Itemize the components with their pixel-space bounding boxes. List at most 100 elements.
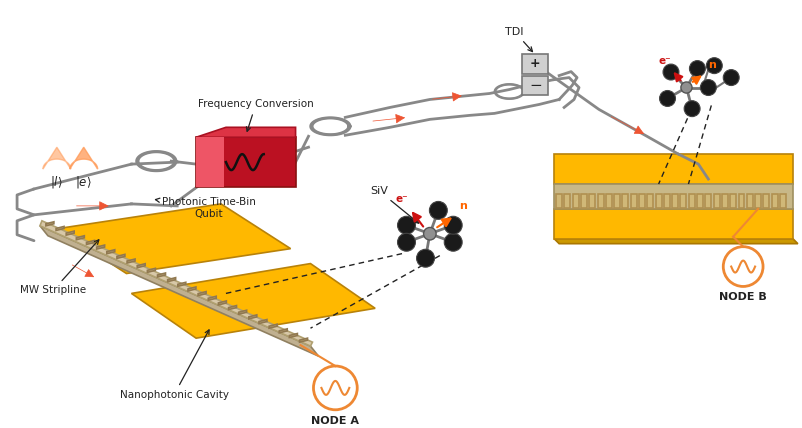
Circle shape <box>444 233 462 251</box>
Polygon shape <box>679 194 686 208</box>
Polygon shape <box>553 184 792 209</box>
Text: $|l\rangle$: $|l\rangle$ <box>51 174 63 190</box>
Circle shape <box>680 82 691 93</box>
Polygon shape <box>117 254 125 259</box>
Circle shape <box>397 216 415 234</box>
Text: n: n <box>707 59 715 70</box>
Polygon shape <box>188 287 196 291</box>
Text: $|e\rangle$: $|e\rangle$ <box>75 174 92 190</box>
Polygon shape <box>87 241 95 244</box>
Polygon shape <box>157 273 165 277</box>
Polygon shape <box>704 194 711 208</box>
Polygon shape <box>57 204 290 273</box>
Polygon shape <box>198 291 206 296</box>
Polygon shape <box>622 194 628 208</box>
Polygon shape <box>76 236 84 240</box>
Circle shape <box>706 58 721 74</box>
Polygon shape <box>177 282 185 286</box>
Polygon shape <box>229 306 237 309</box>
Polygon shape <box>654 194 661 208</box>
Text: Nanophotonic Cavity: Nanophotonic Cavity <box>119 330 229 400</box>
Polygon shape <box>713 194 719 208</box>
Text: SiV: SiV <box>370 186 418 223</box>
Polygon shape <box>646 194 653 208</box>
Polygon shape <box>259 320 266 324</box>
Polygon shape <box>43 147 71 169</box>
Polygon shape <box>572 194 578 208</box>
Polygon shape <box>66 231 74 235</box>
Polygon shape <box>553 209 792 239</box>
Polygon shape <box>614 194 619 208</box>
Polygon shape <box>218 301 226 305</box>
Polygon shape <box>556 194 561 208</box>
Polygon shape <box>238 310 246 314</box>
Polygon shape <box>721 194 727 208</box>
Polygon shape <box>208 296 216 300</box>
Polygon shape <box>606 194 611 208</box>
Circle shape <box>423 227 435 240</box>
Text: Frequency Conversion: Frequency Conversion <box>197 99 314 131</box>
Polygon shape <box>299 338 307 342</box>
Polygon shape <box>663 194 669 208</box>
Polygon shape <box>581 194 586 208</box>
Text: −: − <box>529 78 541 93</box>
FancyBboxPatch shape <box>521 76 548 95</box>
Polygon shape <box>638 194 644 208</box>
Polygon shape <box>56 226 64 230</box>
Text: e⁻: e⁻ <box>658 56 670 65</box>
Polygon shape <box>96 245 104 249</box>
Circle shape <box>699 80 715 95</box>
Circle shape <box>723 70 739 86</box>
Polygon shape <box>46 222 54 226</box>
Polygon shape <box>696 194 703 208</box>
Polygon shape <box>40 226 318 356</box>
Polygon shape <box>107 250 115 254</box>
Polygon shape <box>196 137 295 187</box>
Polygon shape <box>553 154 792 184</box>
Polygon shape <box>249 315 257 319</box>
Circle shape <box>444 216 462 234</box>
Circle shape <box>416 249 434 267</box>
Polygon shape <box>127 259 135 263</box>
Polygon shape <box>148 268 155 272</box>
Polygon shape <box>196 127 295 137</box>
Polygon shape <box>754 194 760 208</box>
Polygon shape <box>70 147 98 169</box>
Polygon shape <box>738 194 743 208</box>
Polygon shape <box>688 194 694 208</box>
Polygon shape <box>196 137 224 187</box>
Circle shape <box>429 202 447 219</box>
Polygon shape <box>597 194 603 208</box>
Polygon shape <box>279 329 287 333</box>
Circle shape <box>683 101 699 116</box>
Polygon shape <box>763 194 768 208</box>
Polygon shape <box>269 324 277 328</box>
Polygon shape <box>168 278 176 282</box>
Polygon shape <box>746 194 751 208</box>
Circle shape <box>689 61 704 77</box>
Polygon shape <box>630 194 636 208</box>
Polygon shape <box>729 194 735 208</box>
Text: NODE A: NODE A <box>311 416 359 426</box>
Text: MW Stripline: MW Stripline <box>20 240 99 295</box>
Polygon shape <box>553 239 797 244</box>
Polygon shape <box>779 194 785 208</box>
Text: e⁻: e⁻ <box>395 194 407 204</box>
Polygon shape <box>40 221 312 346</box>
Circle shape <box>662 64 678 80</box>
Text: Photonic Time-Bin
Qubit: Photonic Time-Bin Qubit <box>156 197 256 219</box>
Polygon shape <box>137 264 145 268</box>
Polygon shape <box>771 194 776 208</box>
Polygon shape <box>132 264 375 338</box>
Text: n: n <box>458 201 466 211</box>
Circle shape <box>397 233 415 251</box>
FancyBboxPatch shape <box>521 54 548 74</box>
Text: TDI: TDI <box>504 27 532 52</box>
Polygon shape <box>589 194 594 208</box>
Polygon shape <box>289 333 297 338</box>
Text: +: + <box>529 57 540 70</box>
Circle shape <box>658 90 674 107</box>
Text: NODE B: NODE B <box>719 292 766 303</box>
Polygon shape <box>671 194 678 208</box>
Polygon shape <box>564 194 569 208</box>
